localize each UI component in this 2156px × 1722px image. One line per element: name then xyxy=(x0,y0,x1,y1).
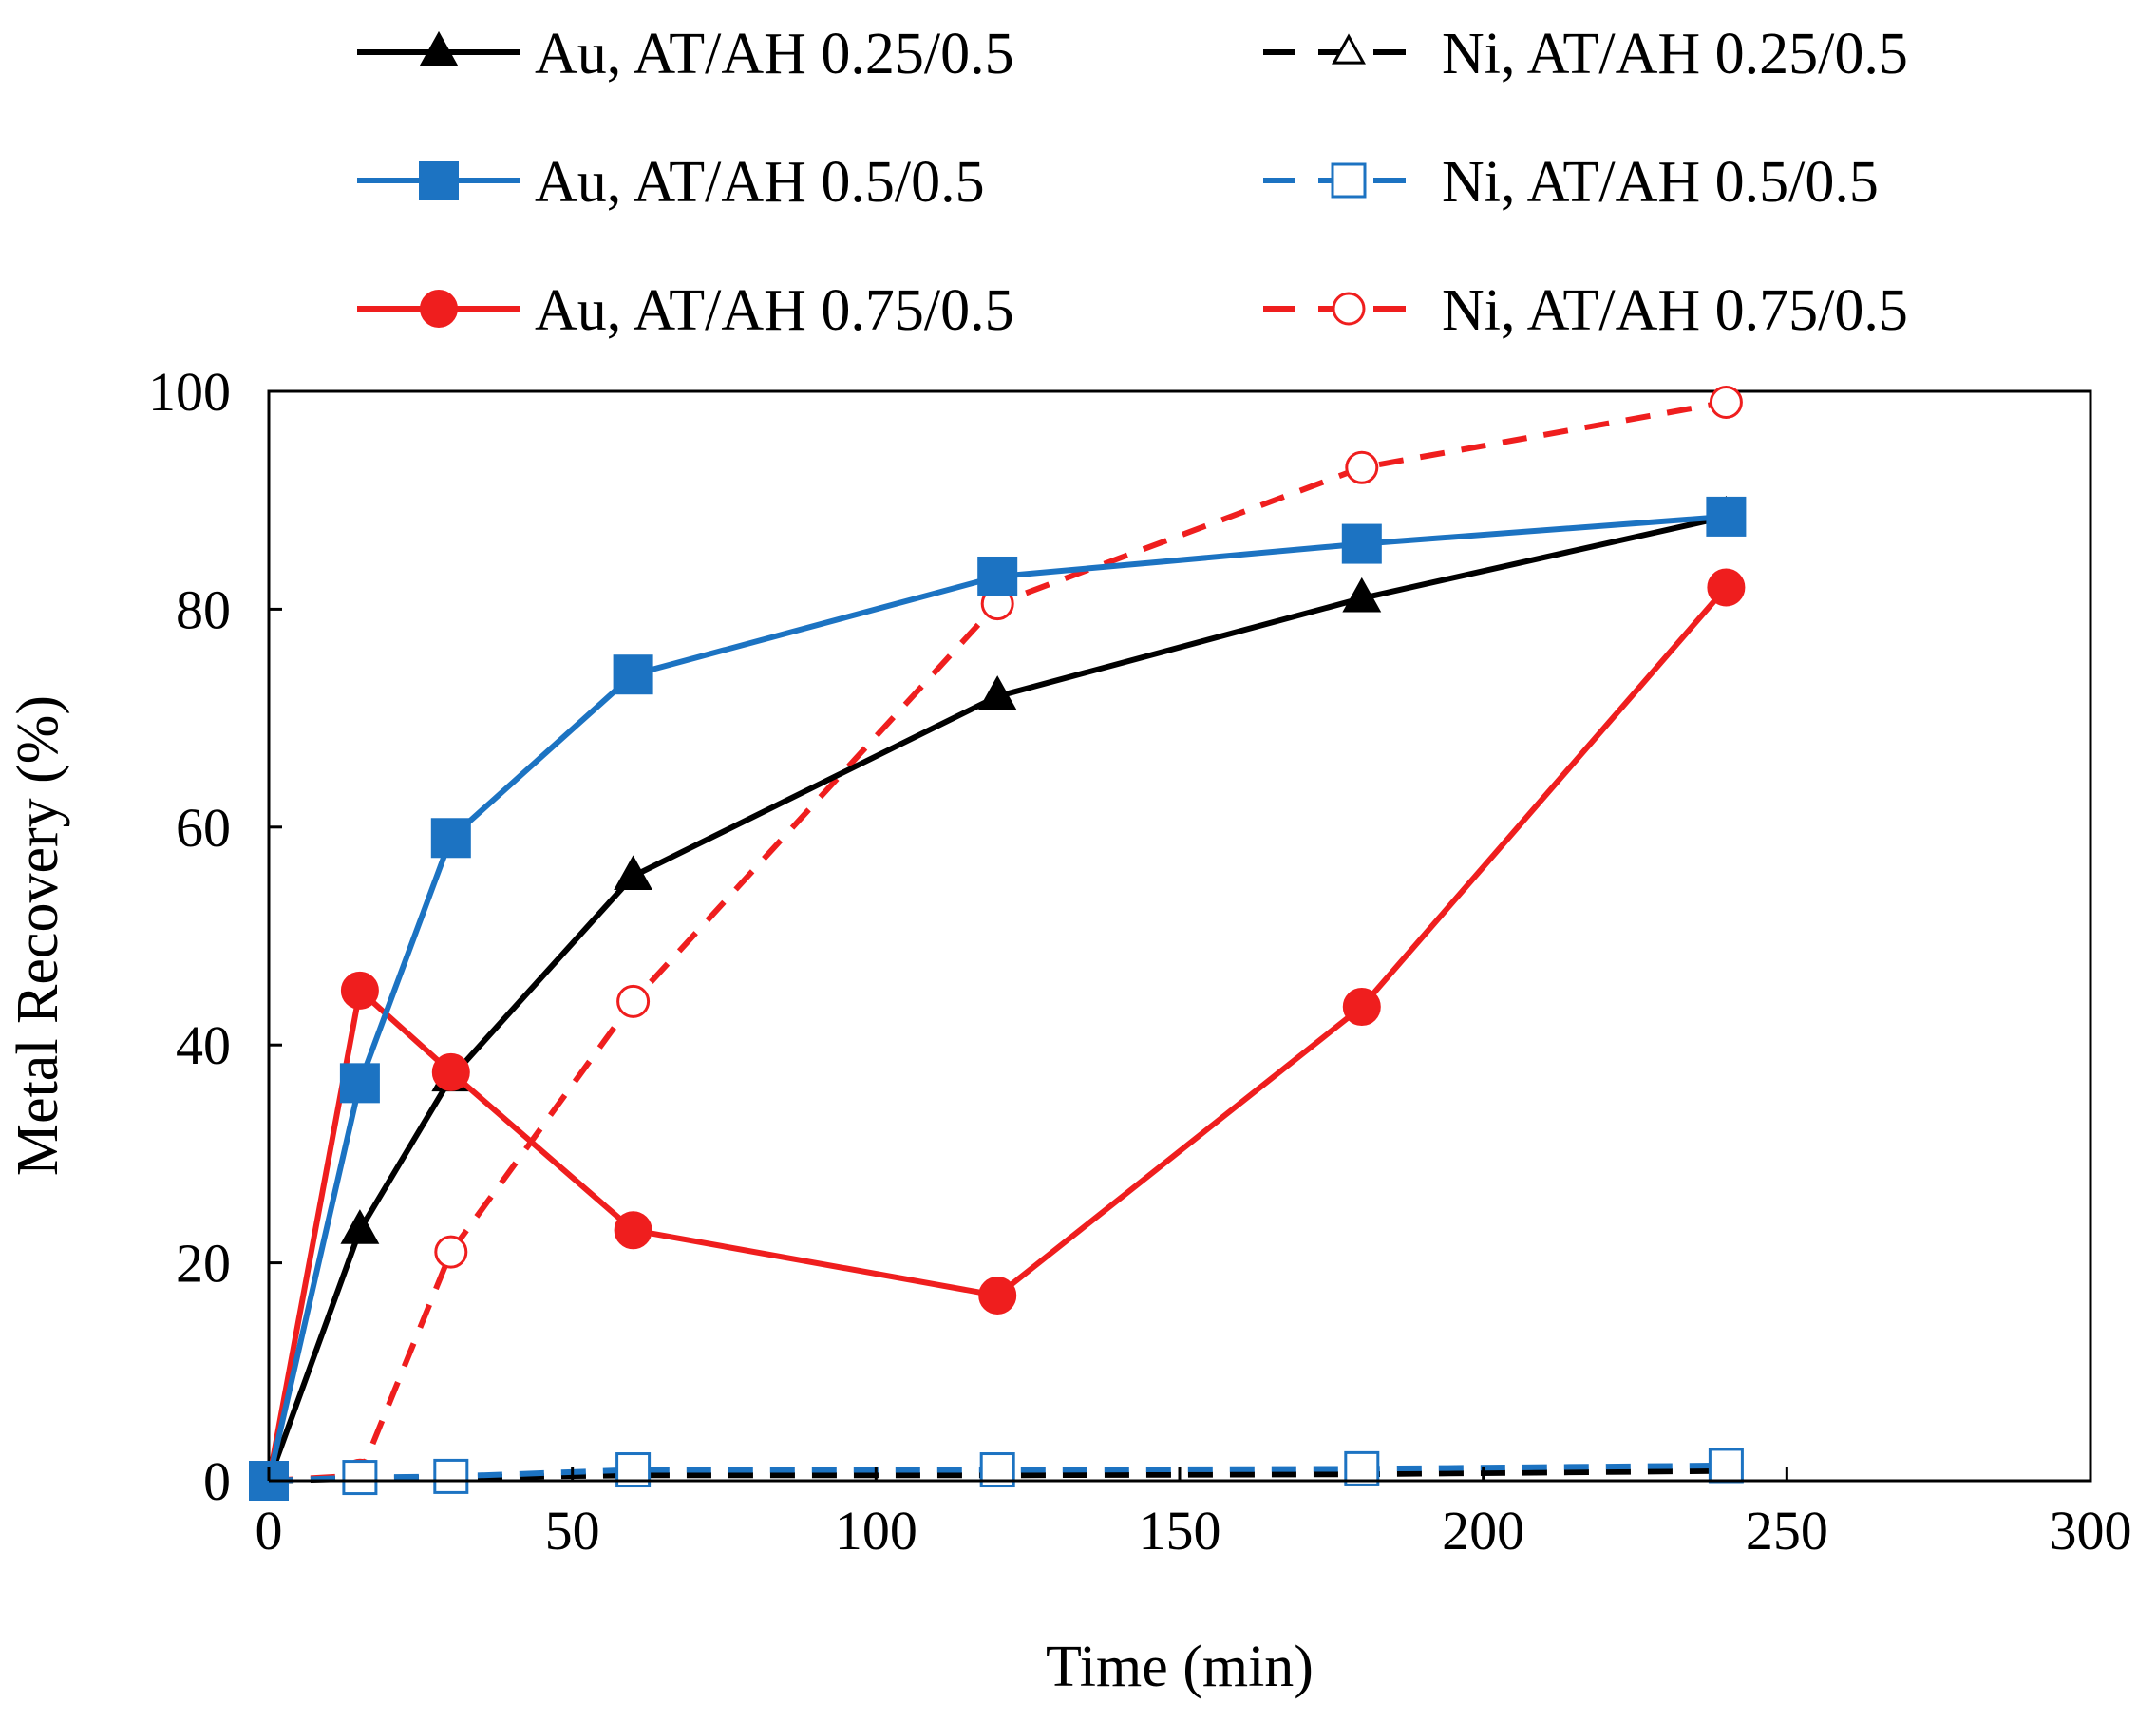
y-axis: 0 20 40 60 80 100 xyxy=(148,361,282,1512)
legend-item: Au, AT/AH 0.75/0.5 xyxy=(357,278,1014,343)
legend-label: Ni, AT/AH 0.25/0.5 xyxy=(1442,22,1908,86)
legend-item: Au, AT/AH 0.5/0.5 xyxy=(357,150,985,215)
data-point xyxy=(1342,577,1382,613)
series-line xyxy=(266,513,1728,1483)
series-line xyxy=(266,513,1727,1482)
series-6 xyxy=(252,385,1743,1498)
y-tick-label: 60 xyxy=(176,797,231,859)
data-point xyxy=(1706,496,1747,537)
plot-area-frame xyxy=(267,389,2092,1483)
data-point xyxy=(1345,450,1379,484)
data-point xyxy=(616,984,651,1018)
x-tick-label: 50 xyxy=(545,1500,600,1561)
y-tick-label: 40 xyxy=(176,1014,231,1076)
series-5 xyxy=(251,1448,1744,1499)
data-point xyxy=(977,556,1018,596)
data-point xyxy=(1708,1448,1744,1484)
y-tick-label: 20 xyxy=(176,1233,231,1295)
legend-item: Au, AT/AH 0.25/0.5 xyxy=(357,22,1014,86)
x-tick-label: 150 xyxy=(1139,1500,1221,1561)
legend-label: Au, AT/AH 0.75/0.5 xyxy=(535,278,1014,343)
y-tick-label: 80 xyxy=(176,578,231,640)
data-point xyxy=(1342,988,1381,1027)
data-point xyxy=(339,1063,380,1104)
series-1 xyxy=(249,495,1746,1495)
data-point xyxy=(434,1235,468,1269)
x-axis: 0 50 100 150 200 250 300 xyxy=(255,1467,2132,1561)
legend-marker xyxy=(1332,292,1366,326)
data-point xyxy=(433,1458,469,1494)
data-point xyxy=(613,654,653,695)
data-point xyxy=(1709,385,1743,419)
data-point xyxy=(977,675,1017,710)
legend-marker xyxy=(1331,162,1367,199)
y-tick-label: 0 xyxy=(203,1450,231,1512)
legend-item: Ni, AT/AH 0.25/0.5 xyxy=(1263,22,1908,86)
data-point xyxy=(342,1460,378,1496)
data-point xyxy=(430,818,471,859)
x-tick-label: 0 xyxy=(255,1500,283,1561)
x-tick-label: 100 xyxy=(835,1500,917,1561)
legend-marker xyxy=(419,161,459,200)
legend: Au, AT/AH 0.25/0.5 Au, AT/AH 0.5/0.5 Au, A… xyxy=(357,22,1908,343)
y-axis-title: Metal Recovery (%) xyxy=(6,695,70,1176)
legend-marker xyxy=(419,30,459,66)
legend-label: Ni, AT/AH 0.75/0.5 xyxy=(1442,278,1908,343)
data-point xyxy=(978,1277,1017,1315)
legend-item: Ni, AT/AH 0.5/0.5 xyxy=(1263,150,1879,215)
legend-item: Ni, AT/AH 0.75/0.5 xyxy=(1263,278,1908,343)
data-point xyxy=(1707,568,1746,607)
series-2 xyxy=(249,496,1747,1501)
data-point xyxy=(614,855,653,890)
legend-label: Au, AT/AH 0.25/0.5 xyxy=(535,22,1014,86)
legend-marker xyxy=(420,290,458,328)
x-tick-label: 300 xyxy=(2050,1500,2132,1561)
legend-marker xyxy=(1332,33,1366,65)
data-point xyxy=(431,1052,470,1091)
x-tick-label: 250 xyxy=(1746,1500,1828,1561)
legend-label: Ni, AT/AH 0.5/0.5 xyxy=(1442,150,1879,215)
series-layer xyxy=(249,385,1747,1501)
data-point xyxy=(614,1211,652,1250)
x-tick-label: 200 xyxy=(1442,1500,1524,1561)
y-tick-label: 100 xyxy=(148,361,231,423)
data-point xyxy=(340,1209,380,1244)
data-point xyxy=(340,971,379,1010)
x-axis-title: Time (min) xyxy=(1046,1635,1314,1699)
data-point xyxy=(1341,523,1382,564)
legend-label: Au, AT/AH 0.5/0.5 xyxy=(535,150,985,215)
